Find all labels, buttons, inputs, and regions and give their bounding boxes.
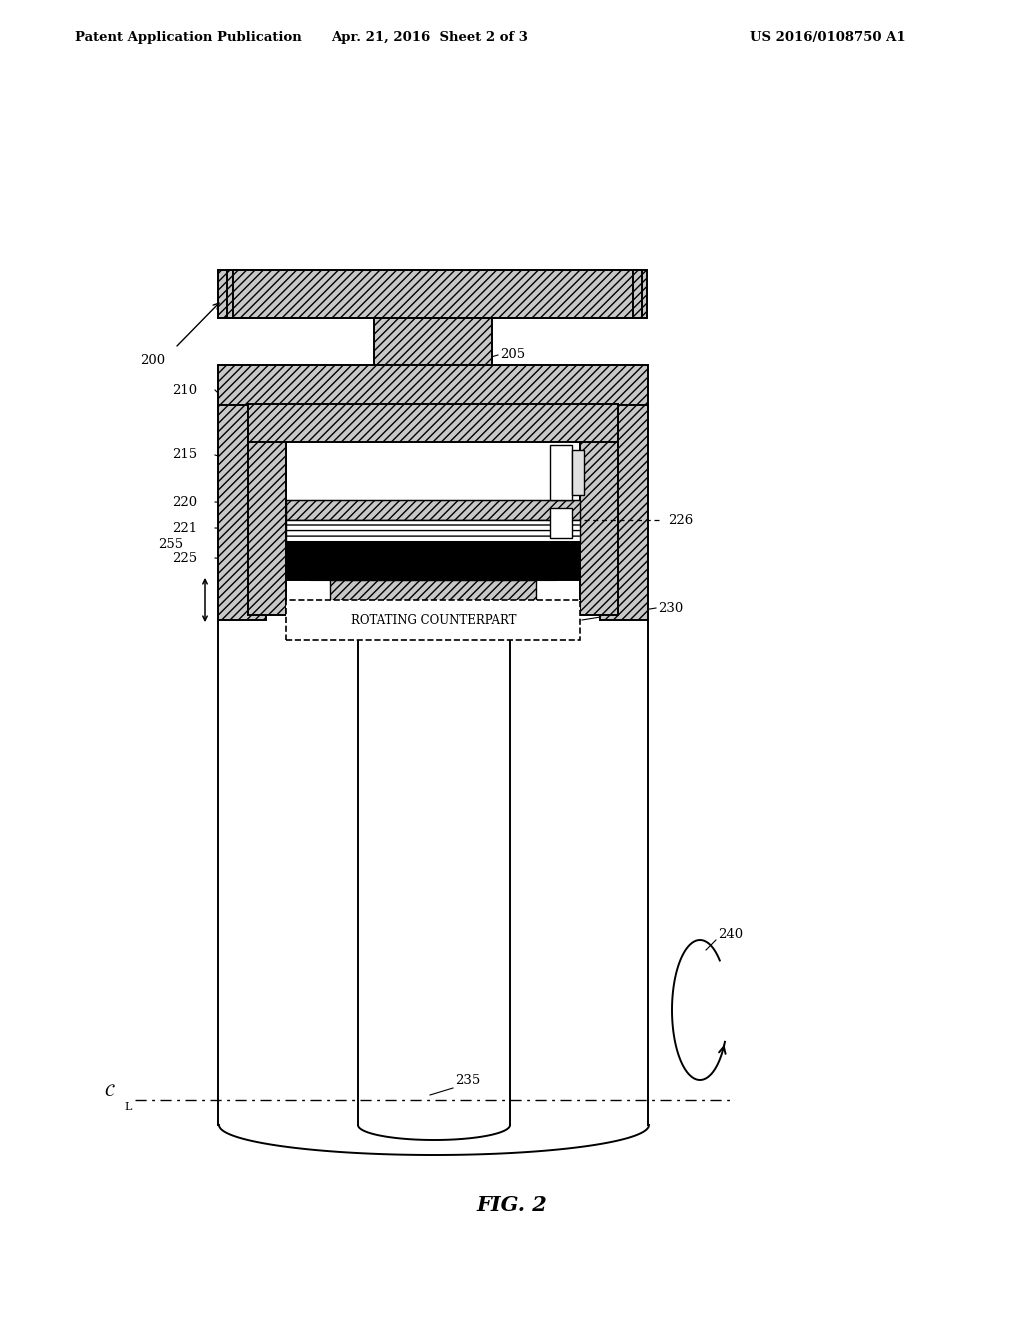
- Bar: [572, 450, 584, 495]
- Bar: [218, 405, 266, 620]
- Bar: [227, 271, 642, 318]
- Text: 240: 240: [718, 928, 743, 941]
- Bar: [286, 601, 580, 640]
- Text: 235: 235: [455, 1073, 480, 1086]
- Bar: [550, 445, 572, 500]
- Text: $\mathcal{C}$: $\mathcal{C}$: [104, 1084, 116, 1101]
- Text: 221: 221: [172, 521, 198, 535]
- Bar: [310, 543, 556, 579]
- Bar: [286, 543, 580, 579]
- Text: 226: 226: [668, 513, 693, 527]
- Text: ROTATING COUNTERPART: ROTATING COUNTERPART: [351, 614, 517, 627]
- Bar: [248, 420, 286, 615]
- Bar: [227, 271, 642, 318]
- Bar: [286, 500, 580, 520]
- Text: FIG. 2: FIG. 2: [476, 1195, 548, 1214]
- Bar: [286, 520, 580, 543]
- Text: 215: 215: [172, 449, 198, 462]
- Text: Apr. 21, 2016  Sheet 2 of 3: Apr. 21, 2016 Sheet 2 of 3: [332, 32, 528, 45]
- Bar: [580, 420, 618, 615]
- Bar: [550, 508, 572, 539]
- Bar: [218, 366, 648, 411]
- Text: 230: 230: [658, 602, 683, 615]
- Bar: [633, 271, 647, 318]
- Text: 200: 200: [140, 354, 165, 367]
- Bar: [248, 404, 618, 442]
- Bar: [286, 440, 580, 615]
- Bar: [330, 579, 536, 615]
- Text: 210: 210: [172, 384, 198, 396]
- Bar: [374, 318, 492, 370]
- Text: 220: 220: [172, 495, 198, 508]
- Bar: [600, 405, 648, 620]
- Text: 205: 205: [500, 348, 525, 362]
- Text: Patent Application Publication: Patent Application Publication: [75, 32, 302, 45]
- Text: L: L: [124, 1102, 132, 1111]
- Text: US 2016/0108750 A1: US 2016/0108750 A1: [750, 32, 905, 45]
- Text: 255: 255: [158, 539, 183, 552]
- Bar: [218, 271, 233, 318]
- Text: 225: 225: [172, 552, 198, 565]
